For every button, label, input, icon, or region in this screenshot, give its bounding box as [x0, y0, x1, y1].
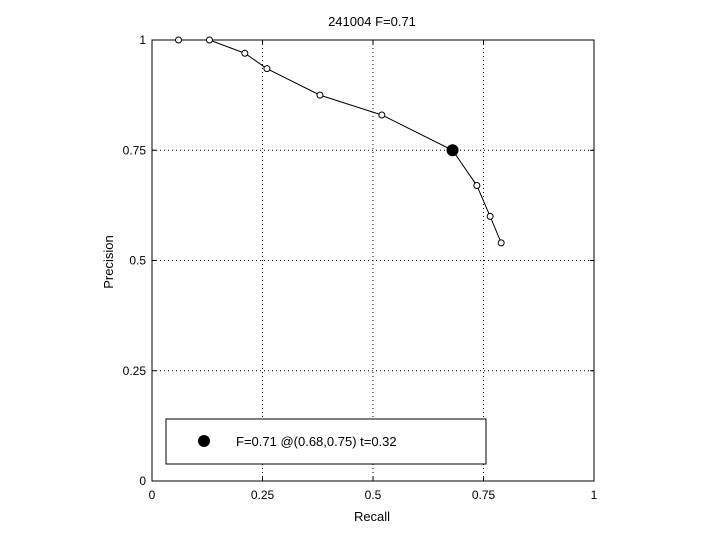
legend-marker	[198, 435, 210, 447]
y-tick-label: 0.75	[123, 143, 147, 157]
chart-title: 241004 F=0.71	[328, 14, 416, 29]
data-point	[241, 49, 249, 57]
data-point	[378, 111, 386, 119]
legend-label: F=0.71 @(0.68,0.75) t=0.32	[236, 434, 397, 449]
x-tick-label: 0.5	[365, 488, 382, 502]
data-point	[497, 239, 505, 247]
x-tick-label: 0	[149, 488, 156, 502]
series-line	[178, 39, 502, 244]
legend-box	[165, 418, 487, 465]
data-point	[263, 65, 271, 73]
y-axis-label: Precision	[101, 235, 116, 288]
x-tick-label: 0.25	[251, 488, 275, 502]
data-point	[486, 212, 494, 220]
best-f-point	[446, 144, 459, 157]
grid-lines	[152, 40, 594, 481]
y-tick-label: 0	[139, 474, 146, 488]
data-point	[316, 91, 324, 99]
x-tick-label: 0.75	[472, 488, 496, 502]
data-point	[205, 36, 213, 44]
legend: F=0.71 @(0.68,0.75) t=0.32	[165, 418, 487, 465]
x-tick-label: 1	[591, 488, 598, 502]
y-tick-label: 0.5	[129, 254, 146, 268]
x-axis-label: Recall	[354, 509, 390, 524]
series-points	[175, 36, 505, 247]
axis-ticks	[151, 39, 595, 482]
y-tick-label: 0.25	[123, 364, 147, 378]
y-tick-label: 1	[139, 33, 146, 47]
data-point	[473, 182, 481, 190]
axis-tick-labels: 0 0.25 0.5 0.75 1 0 0.25 0.5 0.75 1	[123, 33, 598, 502]
data-point	[175, 36, 183, 44]
